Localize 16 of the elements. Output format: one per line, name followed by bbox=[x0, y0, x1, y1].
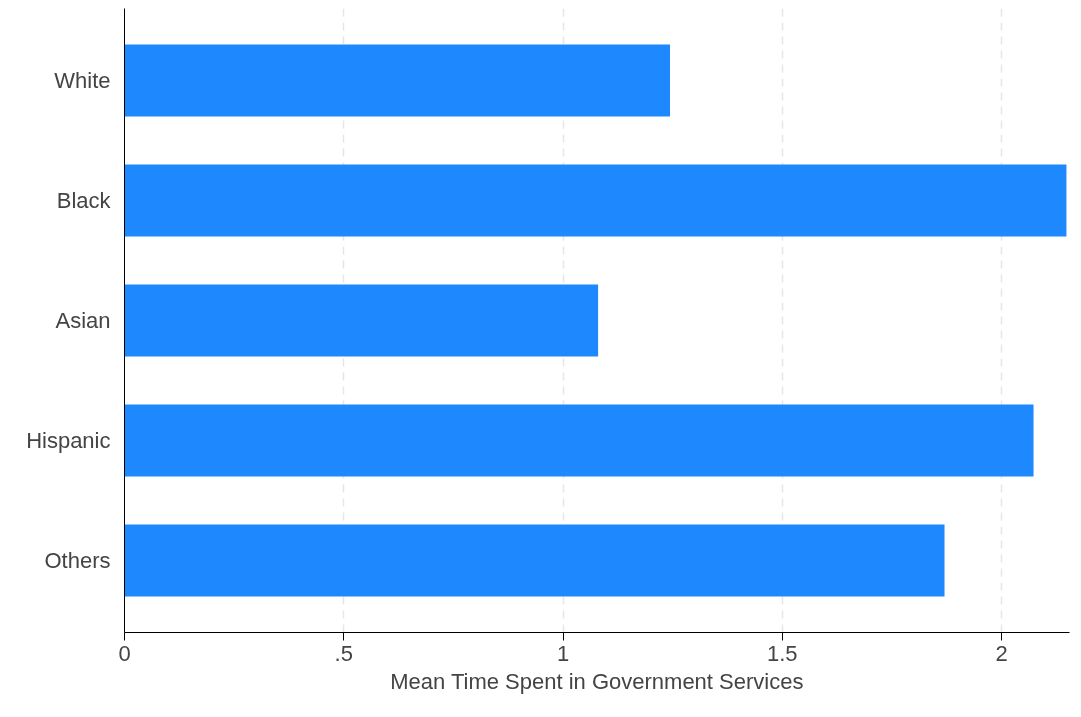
y-tick-label: Asian bbox=[55, 308, 111, 333]
bar bbox=[124, 164, 1067, 237]
y-tick-label: Black bbox=[56, 188, 112, 213]
bar bbox=[124, 404, 1034, 477]
x-axis-title: Mean Time Spent in Government Services bbox=[390, 668, 804, 694]
y-tick-label: Hispanic bbox=[26, 428, 111, 453]
x-tick-label: 1.5 bbox=[766, 640, 798, 666]
x-tick-label: 0 bbox=[118, 640, 131, 666]
bar bbox=[124, 284, 599, 357]
x-tick-label: 2 bbox=[995, 640, 1008, 666]
x-tick-label: .5 bbox=[334, 640, 353, 666]
y-tick-label: Others bbox=[44, 548, 111, 573]
bar bbox=[124, 44, 671, 117]
bar bbox=[124, 524, 945, 597]
y-tick-label: White bbox=[54, 68, 111, 93]
x-tick-label: 1 bbox=[556, 640, 570, 666]
